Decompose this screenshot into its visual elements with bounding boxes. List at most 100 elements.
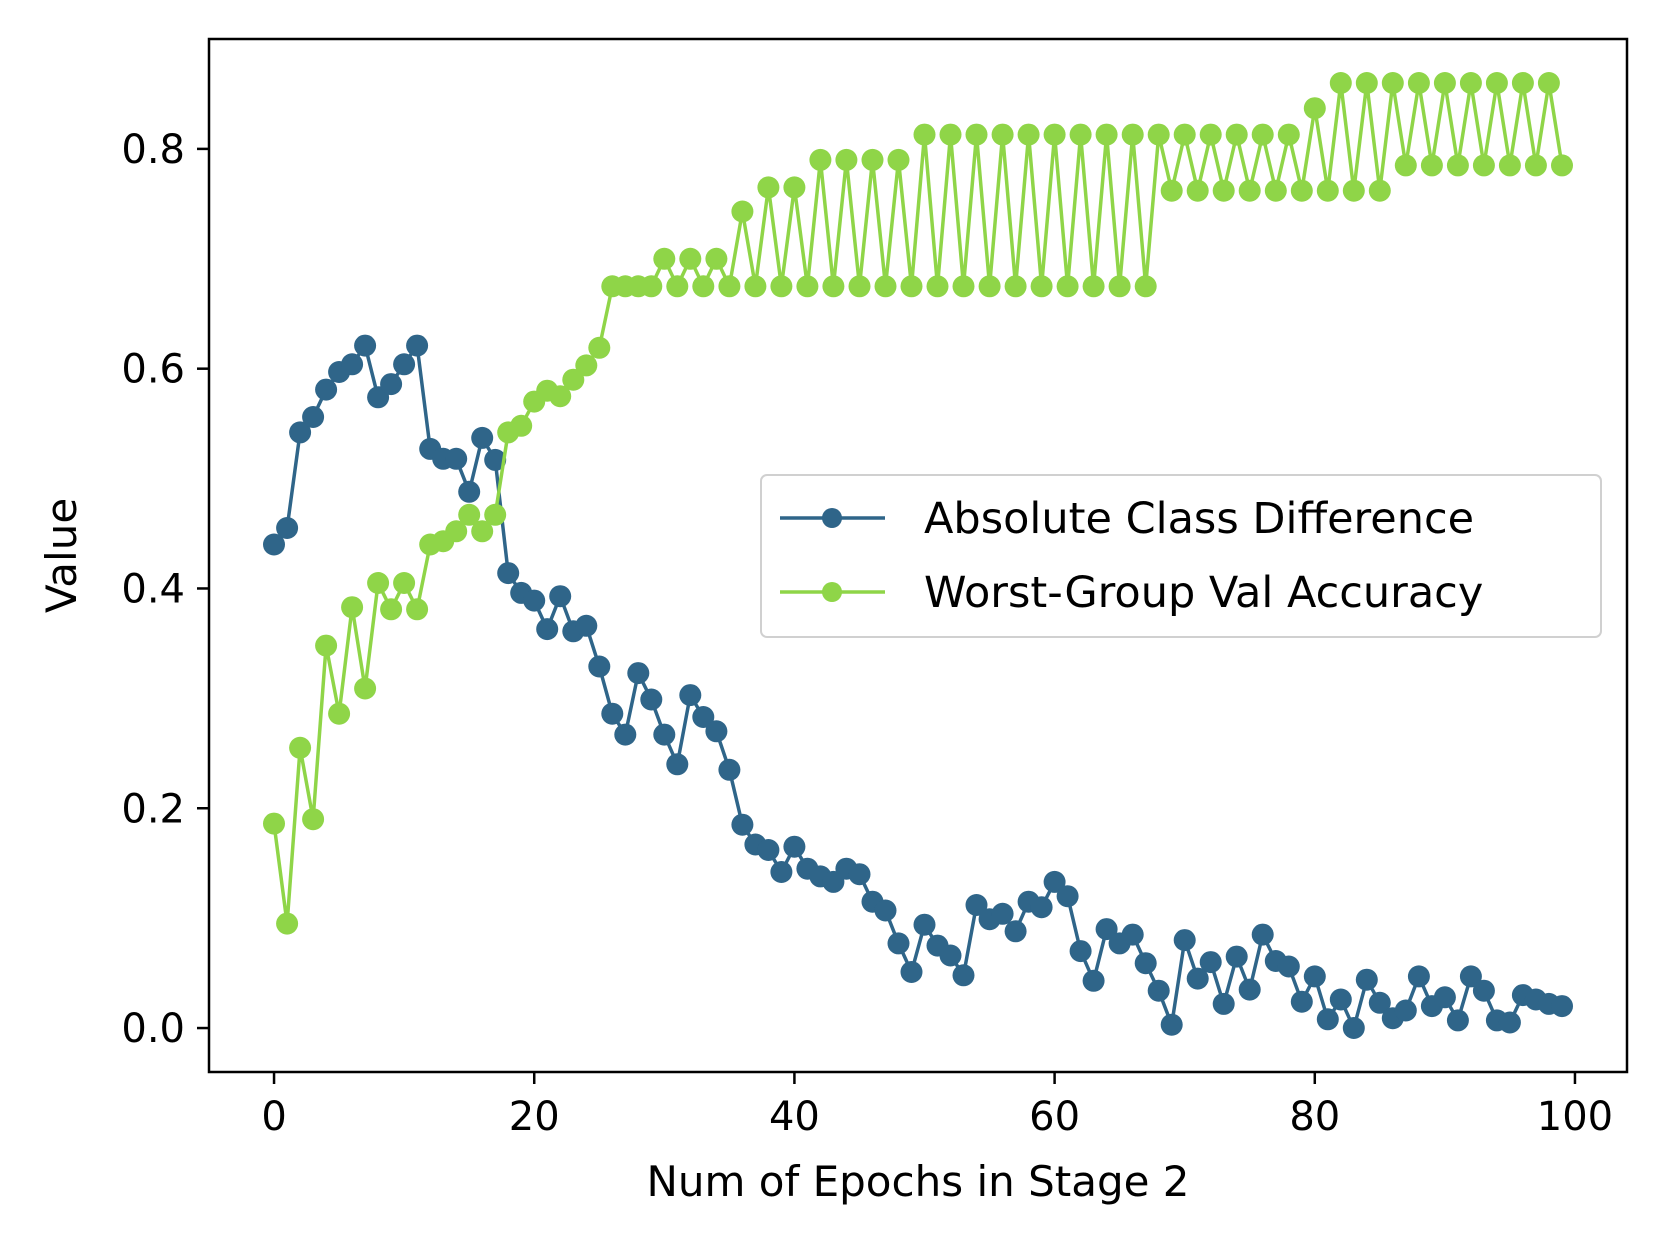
data-point-worst-group-val-accuracy xyxy=(796,275,819,298)
data-point-worst-group-val-accuracy xyxy=(874,275,897,298)
data-point-worst-group-val-accuracy xyxy=(289,736,312,759)
data-point-worst-group-val-accuracy xyxy=(770,275,793,298)
data-point-absolute-class-difference xyxy=(575,614,598,637)
data-point-absolute-class-difference xyxy=(1134,952,1157,975)
data-point-absolute-class-difference xyxy=(536,618,559,641)
data-point-worst-group-val-accuracy xyxy=(380,598,403,621)
data-point-worst-group-val-accuracy xyxy=(1160,179,1183,202)
data-point-worst-group-val-accuracy xyxy=(328,702,351,725)
data-point-worst-group-val-accuracy xyxy=(952,275,975,298)
data-point-absolute-class-difference xyxy=(484,448,507,471)
data-point-worst-group-val-accuracy xyxy=(939,123,962,146)
data-point-absolute-class-difference xyxy=(406,334,429,357)
data-point-worst-group-val-accuracy xyxy=(1551,154,1573,177)
data-point-worst-group-val-accuracy xyxy=(1329,72,1352,94)
data-point-worst-group-val-accuracy xyxy=(666,275,689,298)
data-point-worst-group-val-accuracy xyxy=(276,912,299,935)
data-point-absolute-class-difference xyxy=(1459,965,1482,988)
x-tick-label: 40 xyxy=(769,1094,820,1140)
axis-ticks: 0 20 40 60 80 100 0.0 0.2 0.4 0.6 0.8 xyxy=(121,127,1613,1140)
data-point-absolute-class-difference xyxy=(1238,978,1261,1001)
data-point-worst-group-val-accuracy xyxy=(1056,275,1079,298)
data-point-absolute-class-difference xyxy=(1082,969,1105,992)
data-point-worst-group-val-accuracy xyxy=(1277,123,1300,146)
data-point-worst-group-val-accuracy xyxy=(1199,123,1222,146)
data-point-worst-group-val-accuracy xyxy=(1537,72,1560,94)
data-point-absolute-class-difference xyxy=(783,835,806,858)
data-point-worst-group-val-accuracy xyxy=(315,634,338,657)
data-point-absolute-class-difference xyxy=(627,662,650,685)
y-tick-label: 0.8 xyxy=(121,127,185,173)
data-point-absolute-class-difference xyxy=(900,961,923,983)
data-point-absolute-class-difference xyxy=(653,723,676,746)
data-point-worst-group-val-accuracy xyxy=(991,123,1014,146)
data-point-worst-group-val-accuracy xyxy=(1082,275,1105,298)
data-point-worst-group-val-accuracy xyxy=(1472,154,1495,177)
data-point-absolute-class-difference xyxy=(1342,1017,1365,1039)
data-point-absolute-class-difference xyxy=(497,562,520,585)
data-point-worst-group-val-accuracy xyxy=(692,275,715,298)
data-point-worst-group-val-accuracy xyxy=(1251,123,1274,146)
data-point-absolute-class-difference xyxy=(393,353,416,376)
data-point-worst-group-val-accuracy xyxy=(1498,154,1521,177)
data-point-worst-group-val-accuracy xyxy=(1303,97,1326,120)
x-tick-label: 100 xyxy=(1537,1094,1613,1140)
plot-area xyxy=(263,72,1573,1039)
data-point-absolute-class-difference xyxy=(887,932,910,955)
data-point-worst-group-val-accuracy xyxy=(809,148,832,171)
data-point-absolute-class-difference xyxy=(757,839,780,861)
data-point-absolute-class-difference xyxy=(549,585,572,608)
data-point-worst-group-val-accuracy xyxy=(406,598,429,621)
data-point-absolute-class-difference xyxy=(458,480,481,503)
data-point-worst-group-val-accuracy xyxy=(510,414,533,437)
data-point-absolute-class-difference xyxy=(1095,918,1118,941)
data-point-worst-group-val-accuracy xyxy=(731,200,754,223)
data-point-absolute-class-difference xyxy=(1147,979,1170,1002)
data-point-worst-group-val-accuracy xyxy=(575,354,598,377)
data-point-worst-group-val-accuracy xyxy=(718,275,741,298)
data-point-worst-group-val-accuracy xyxy=(978,275,1001,298)
data-point-worst-group-val-accuracy xyxy=(562,368,585,391)
data-point-worst-group-val-accuracy xyxy=(1446,154,1469,177)
data-point-absolute-class-difference xyxy=(1030,896,1053,919)
data-point-absolute-class-difference xyxy=(1551,995,1573,1018)
legend-entry-worst-group-val-accuracy: Worst-Group Val Accuracy xyxy=(924,568,1483,618)
data-point-worst-group-val-accuracy xyxy=(549,385,572,408)
data-point-absolute-class-difference xyxy=(263,533,285,556)
data-point-absolute-class-difference xyxy=(874,899,897,922)
data-point-absolute-class-difference xyxy=(1043,870,1066,893)
data-point-worst-group-val-accuracy xyxy=(341,596,364,619)
data-point-worst-group-val-accuracy xyxy=(1433,72,1456,94)
data-point-worst-group-val-accuracy xyxy=(1108,275,1131,298)
data-point-worst-group-val-accuracy xyxy=(783,176,806,199)
legend-marker-worst-group-val-accuracy xyxy=(822,582,842,602)
data-point-absolute-class-difference xyxy=(588,655,611,678)
data-point-absolute-class-difference xyxy=(1472,979,1495,1002)
data-point-absolute-class-difference xyxy=(718,758,741,781)
data-point-worst-group-val-accuracy xyxy=(1030,275,1053,298)
data-point-worst-group-val-accuracy xyxy=(1069,123,1092,146)
data-point-worst-group-val-accuracy xyxy=(1524,154,1547,177)
data-point-worst-group-val-accuracy xyxy=(1121,123,1144,146)
data-point-worst-group-val-accuracy xyxy=(705,247,728,270)
data-point-absolute-class-difference xyxy=(991,902,1014,925)
data-point-absolute-class-difference xyxy=(705,720,728,743)
data-point-absolute-class-difference xyxy=(302,406,325,428)
y-tick-label: 0.0 xyxy=(121,1006,185,1052)
data-point-absolute-class-difference xyxy=(1069,940,1092,963)
data-point-absolute-class-difference xyxy=(601,702,624,725)
data-point-worst-group-val-accuracy xyxy=(1043,123,1066,146)
data-point-absolute-class-difference xyxy=(289,421,312,444)
data-point-worst-group-val-accuracy xyxy=(965,123,988,146)
legend-marker-absolute-class-difference xyxy=(822,508,842,528)
data-point-worst-group-val-accuracy xyxy=(1355,72,1378,94)
data-point-worst-group-val-accuracy xyxy=(1459,72,1482,94)
data-point-absolute-class-difference xyxy=(1290,990,1313,1013)
data-point-worst-group-val-accuracy xyxy=(1173,123,1196,146)
data-point-worst-group-val-accuracy xyxy=(679,247,702,270)
legend-entry-absolute-class-difference: Absolute Class Difference xyxy=(924,494,1474,544)
data-point-absolute-class-difference xyxy=(1394,999,1417,1022)
data-point-worst-group-val-accuracy xyxy=(926,275,949,298)
data-point-worst-group-val-accuracy xyxy=(1420,154,1443,177)
